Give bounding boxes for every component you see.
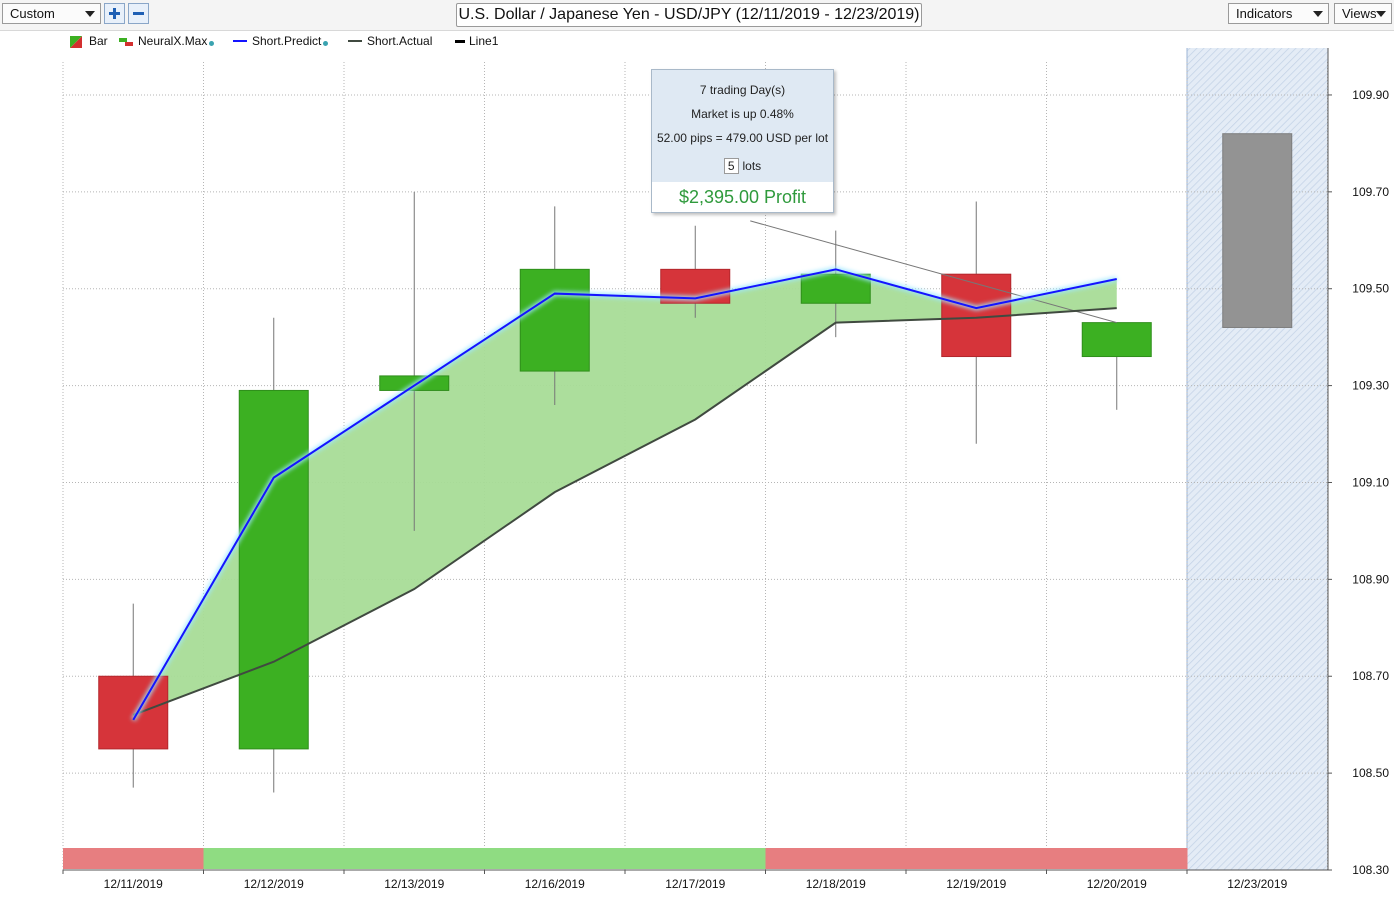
signal-strip-up — [344, 848, 485, 869]
legend-label: Line1 — [469, 34, 499, 48]
chevron-down-icon — [85, 11, 95, 17]
x-tick-label: 12/16/2019 — [525, 877, 585, 891]
y-tick-label: 108.50 — [1352, 766, 1389, 780]
legend-label: NeuralX.Max — [138, 34, 208, 48]
y-tick-label: 108.90 — [1352, 572, 1389, 586]
signal-strip-down — [1046, 848, 1188, 869]
y-tick-label: 108.30 — [1352, 863, 1389, 877]
x-tick-label: 12/17/2019 — [665, 877, 725, 891]
trade-tooltip: 7 trading Day(s) Market is up 0.48% 52.0… — [651, 69, 834, 213]
x-tick-label: 12/12/2019 — [244, 877, 304, 891]
x-tick-label: 12/13/2019 — [384, 877, 444, 891]
candle-up — [1081, 322, 1152, 358]
chart-title: U.S. Dollar / Japanese Yen - USD/JPY (12… — [456, 3, 922, 27]
views-dropdown[interactable]: Views — [1334, 3, 1392, 24]
zoom-out-button[interactable] — [128, 3, 149, 24]
chevron-down-icon — [1313, 11, 1323, 17]
series-line-short-predict — [132, 268, 1117, 721]
trading-days-text: 7 trading Day(s) — [699, 83, 786, 97]
line-legend-icon — [348, 40, 362, 42]
dot-icon — [209, 41, 215, 46]
views-label: Views — [1342, 6, 1377, 21]
toolbar: Custom U.S. Dollar / Japanese Yen - USD/… — [0, 0, 1394, 31]
legend-label: Short.Actual — [367, 34, 433, 48]
preset-label: Custom — [10, 6, 55, 21]
candle-down — [98, 675, 169, 750]
line1-series — [750, 220, 1117, 324]
pips-text: 52.00 pips = 479.00 USD per lot — [656, 131, 829, 145]
candle-up — [519, 268, 590, 372]
forecast-bar — [1222, 133, 1293, 328]
legend-label: Short.Predict — [252, 34, 322, 48]
x-tick-label: 12/20/2019 — [1087, 877, 1147, 891]
profit-text: $2,395.00 Profit — [652, 182, 833, 212]
x-tick-label: 12/23/2019 — [1227, 877, 1287, 891]
bar-legend-icon — [70, 36, 82, 48]
market-change-text: Market is up 0.48% — [691, 107, 794, 121]
chevron-down-icon — [1376, 11, 1386, 17]
signal-strip-down — [765, 848, 907, 869]
preset-dropdown[interactable]: Custom — [2, 3, 101, 24]
y-tick-label: 108.70 — [1352, 669, 1389, 683]
line-legend-icon — [233, 40, 247, 42]
dot-icon — [323, 41, 329, 46]
lots-label: lots — [742, 159, 762, 173]
y-tick-label: 109.70 — [1352, 185, 1389, 199]
signal-strip-up — [203, 848, 345, 869]
x-tick-label: 12/11/2019 — [104, 877, 163, 891]
line-legend-icon — [455, 40, 465, 43]
signal-strip-down — [63, 848, 204, 869]
series-line-short-actual — [132, 307, 1117, 716]
x-tick-label: 12/18/2019 — [806, 877, 866, 891]
y-tick-label: 109.90 — [1352, 88, 1389, 102]
lots-input[interactable]: 5 — [723, 158, 739, 174]
candle-up — [238, 389, 309, 750]
x-tick-label: 12/19/2019 — [946, 877, 1006, 891]
candle-up — [800, 273, 871, 304]
indicators-dropdown[interactable]: Indicators — [1228, 3, 1329, 24]
signal-strip-up — [625, 848, 766, 869]
y-tick-label: 109.30 — [1352, 379, 1389, 393]
legend-label: Bar — [89, 34, 108, 48]
y-tick-label: 109.50 — [1352, 282, 1389, 296]
indicators-label: Indicators — [1236, 6, 1293, 21]
y-tick-label: 109.10 — [1352, 475, 1389, 489]
neuralx-legend-icon — [119, 38, 133, 46]
zoom-in-button[interactable] — [104, 3, 125, 24]
signal-strip-down — [906, 848, 1047, 869]
minus-icon — [133, 12, 144, 15]
signal-strip-up — [484, 848, 626, 869]
